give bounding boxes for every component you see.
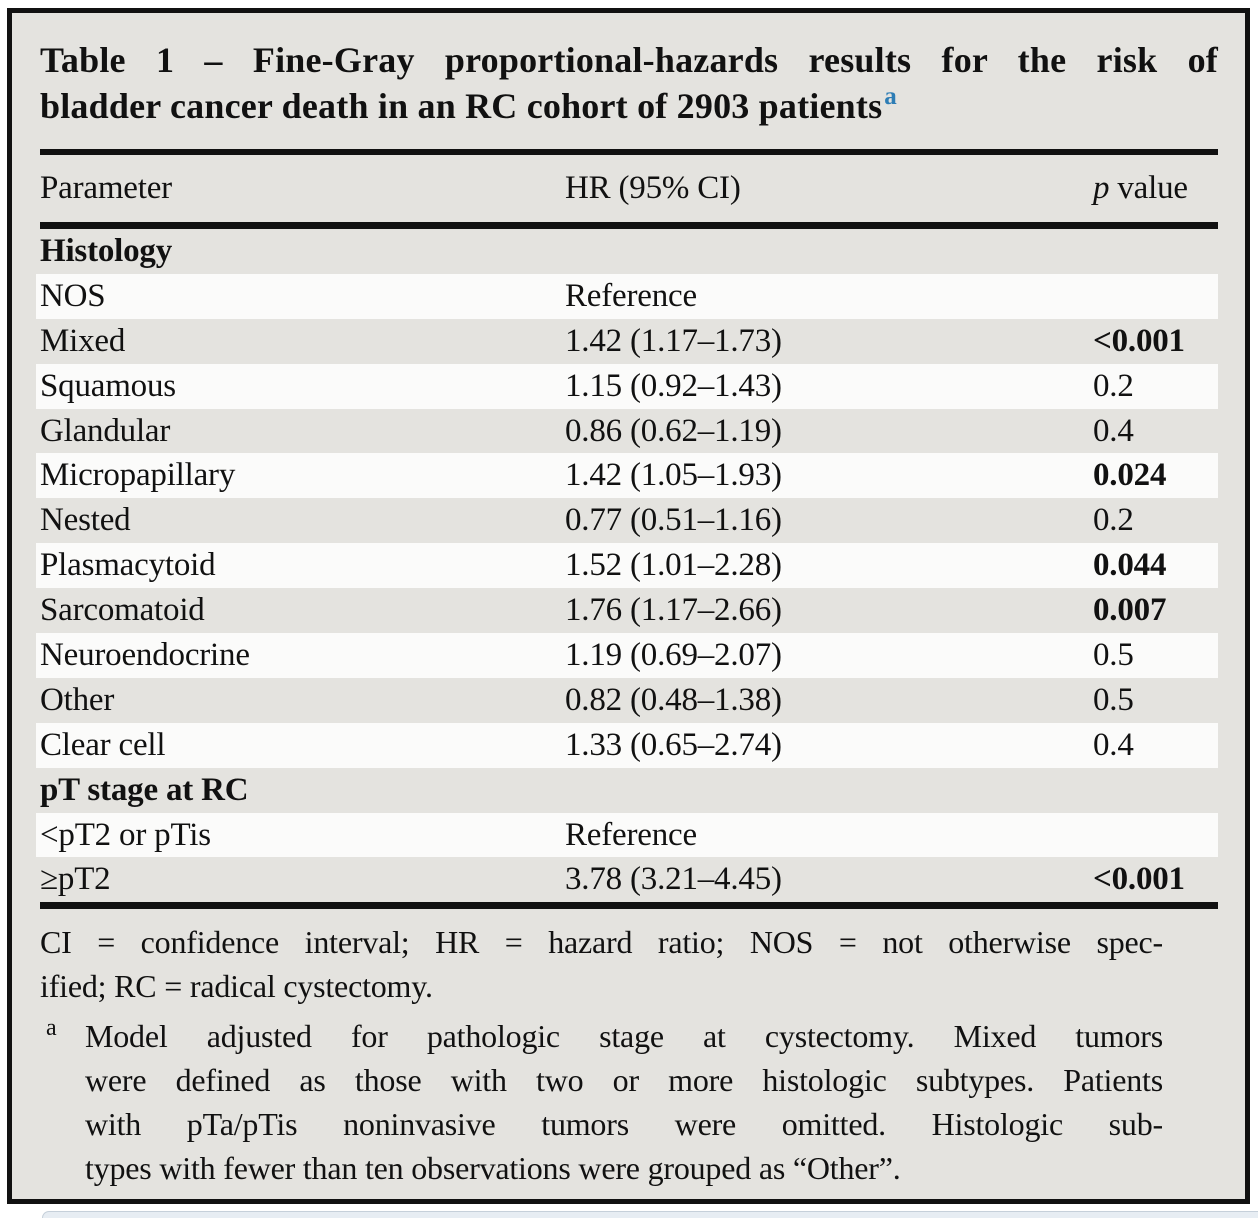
table-row: Clear cell 1.33 (0.65–2.74) 0.4 — [40, 722, 1218, 768]
abbreviations-footnote: CI = confidence interval; HR = hazard ra… — [40, 920, 1163, 1008]
footnotes: CI = confidence interval; HR = hazard ra… — [40, 920, 1163, 1190]
row-hr-ci: 1.42 (1.05–1.93) — [565, 457, 782, 494]
table-row: Squamous 1.15 (0.92–1.43) 0.2 — [40, 363, 1218, 409]
row-hr-ci: 0.77 (0.51–1.16) — [565, 502, 782, 539]
row-parameter: Squamous — [40, 367, 176, 404]
row-p-value: 0.4 — [1093, 726, 1134, 763]
footnote-a-line: were defined as those with two or more h… — [85, 1062, 1163, 1099]
section-header-label: Histology — [40, 232, 173, 269]
abbreviations-line: ified; RC = radical cystectomy. — [40, 968, 433, 1005]
row-p-value: 0.044 — [1093, 547, 1167, 584]
table-row: <pT2 or pTis Reference — [40, 812, 1218, 858]
table-row: Plasmacytoid 1.52 (1.01–2.28) 0.044 — [40, 543, 1218, 589]
table-row: Mixed 1.42 (1.17–1.73) <0.001 — [40, 319, 1218, 364]
row-p-value: 0.007 — [1093, 592, 1167, 629]
next-section-edge — [42, 1211, 1258, 1218]
row-hr-ci: 1.33 (0.65–2.74) — [565, 726, 782, 763]
table-title: Table 1 – Fine-Gray proportional-hazards… — [40, 37, 1218, 134]
column-header-pvalue: p value — [1093, 170, 1188, 206]
row-parameter: Clear cell — [40, 726, 166, 763]
title-footnote-superscript: a — [884, 83, 897, 110]
row-parameter: <pT2 or pTis — [40, 816, 211, 853]
table-row: Other 0.82 (0.48–1.38) 0.5 — [40, 678, 1218, 723]
footnote-a-line: Model adjusted for pathologic stage at c… — [85, 1018, 1163, 1055]
footnote-a: a Model adjusted for pathologic stage at… — [40, 1014, 1163, 1190]
table-row: Glandular 0.86 (0.62–1.19) 0.4 — [40, 409, 1218, 454]
row-parameter: Sarcomatoid — [40, 592, 205, 629]
row-hr-ci: 0.86 (0.62–1.19) — [565, 412, 782, 449]
row-parameter: Neuroendocrine — [40, 636, 250, 673]
abbreviations-line: CI = confidence interval; HR = hazard ra… — [40, 924, 1163, 961]
row-parameter: NOS — [40, 277, 106, 314]
row-p-value: <0.001 — [1093, 322, 1185, 359]
section-header-row: pT stage at RC — [40, 768, 1218, 813]
row-hr-ci: 1.19 (0.69–2.07) — [565, 636, 782, 673]
column-header-row: Parameter HR (95% CI) p value — [40, 155, 1218, 222]
column-header-parameter: Parameter — [40, 170, 172, 206]
divider-above-footnotes — [40, 902, 1218, 910]
row-hr-ci: 1.52 (1.01–2.28) — [565, 547, 782, 584]
row-hr-ci: 1.42 (1.17–1.73) — [565, 322, 782, 359]
row-parameter: Mixed — [40, 322, 126, 359]
row-hr-ci: 1.15 (0.92–1.43) — [565, 367, 782, 404]
table-title-line1: Table 1 – Fine-Gray proportional-hazards… — [40, 40, 1218, 80]
row-p-value: 0.2 — [1093, 502, 1134, 539]
row-parameter: Nested — [40, 502, 131, 539]
table-row: Sarcomatoid 1.76 (1.17–2.66) 0.007 — [40, 588, 1218, 633]
row-p-value: 0.024 — [1093, 457, 1167, 494]
table-rows: Histology NOS Reference Mixed 1.42 (1.17–1.7… — [40, 229, 1218, 902]
section-header-label: pT stage at RC — [40, 771, 249, 808]
row-p-value: 0.2 — [1093, 367, 1134, 404]
table-row: ≥pT2 3.78 (3.21–4.45) <0.001 — [40, 857, 1218, 902]
row-p-value: 0.5 — [1093, 681, 1134, 718]
footnote-a-marker: a — [46, 1015, 57, 1042]
table-row: NOS Reference — [40, 273, 1218, 319]
row-parameter: Glandular — [40, 412, 171, 449]
table-row: Nested 0.77 (0.51–1.16) 0.2 — [40, 498, 1218, 543]
footnote-a-line: types with fewer than ten observations w… — [85, 1150, 901, 1187]
row-parameter: Other — [40, 681, 115, 718]
column-header-hr: HR (95% CI) — [565, 170, 741, 206]
row-hr-ci: 1.76 (1.17–2.66) — [565, 592, 782, 629]
row-parameter: Micropapillary — [40, 457, 236, 494]
table-row: Neuroendocrine 1.19 (0.69–2.07) 0.5 — [40, 633, 1218, 678]
footnote-a-line: with pTa/pTis noninvasive tumors were om… — [85, 1106, 1163, 1143]
row-hr-ci: Reference — [565, 816, 697, 853]
row-p-value: <0.001 — [1093, 861, 1185, 898]
row-p-value: 0.4 — [1093, 412, 1134, 449]
table-row: Micropapillary 1.42 (1.05–1.93) 0.024 — [40, 453, 1218, 499]
divider-under-header — [40, 222, 1218, 229]
table-panel: Table 1 – Fine-Gray proportional-hazards… — [7, 8, 1250, 1204]
row-hr-ci: 3.78 (3.21–4.45) — [565, 861, 782, 898]
table-title-line2: bladder cancer death in an RC cohort of … — [40, 83, 897, 126]
section-header-row: Histology — [40, 229, 1218, 274]
divider-under-title — [40, 149, 1218, 155]
row-parameter: Plasmacytoid — [40, 547, 216, 584]
row-hr-ci: 0.82 (0.48–1.38) — [565, 681, 782, 718]
row-p-value: 0.5 — [1093, 636, 1134, 673]
row-parameter: ≥pT2 — [40, 861, 111, 898]
row-hr-ci: Reference — [565, 277, 697, 314]
